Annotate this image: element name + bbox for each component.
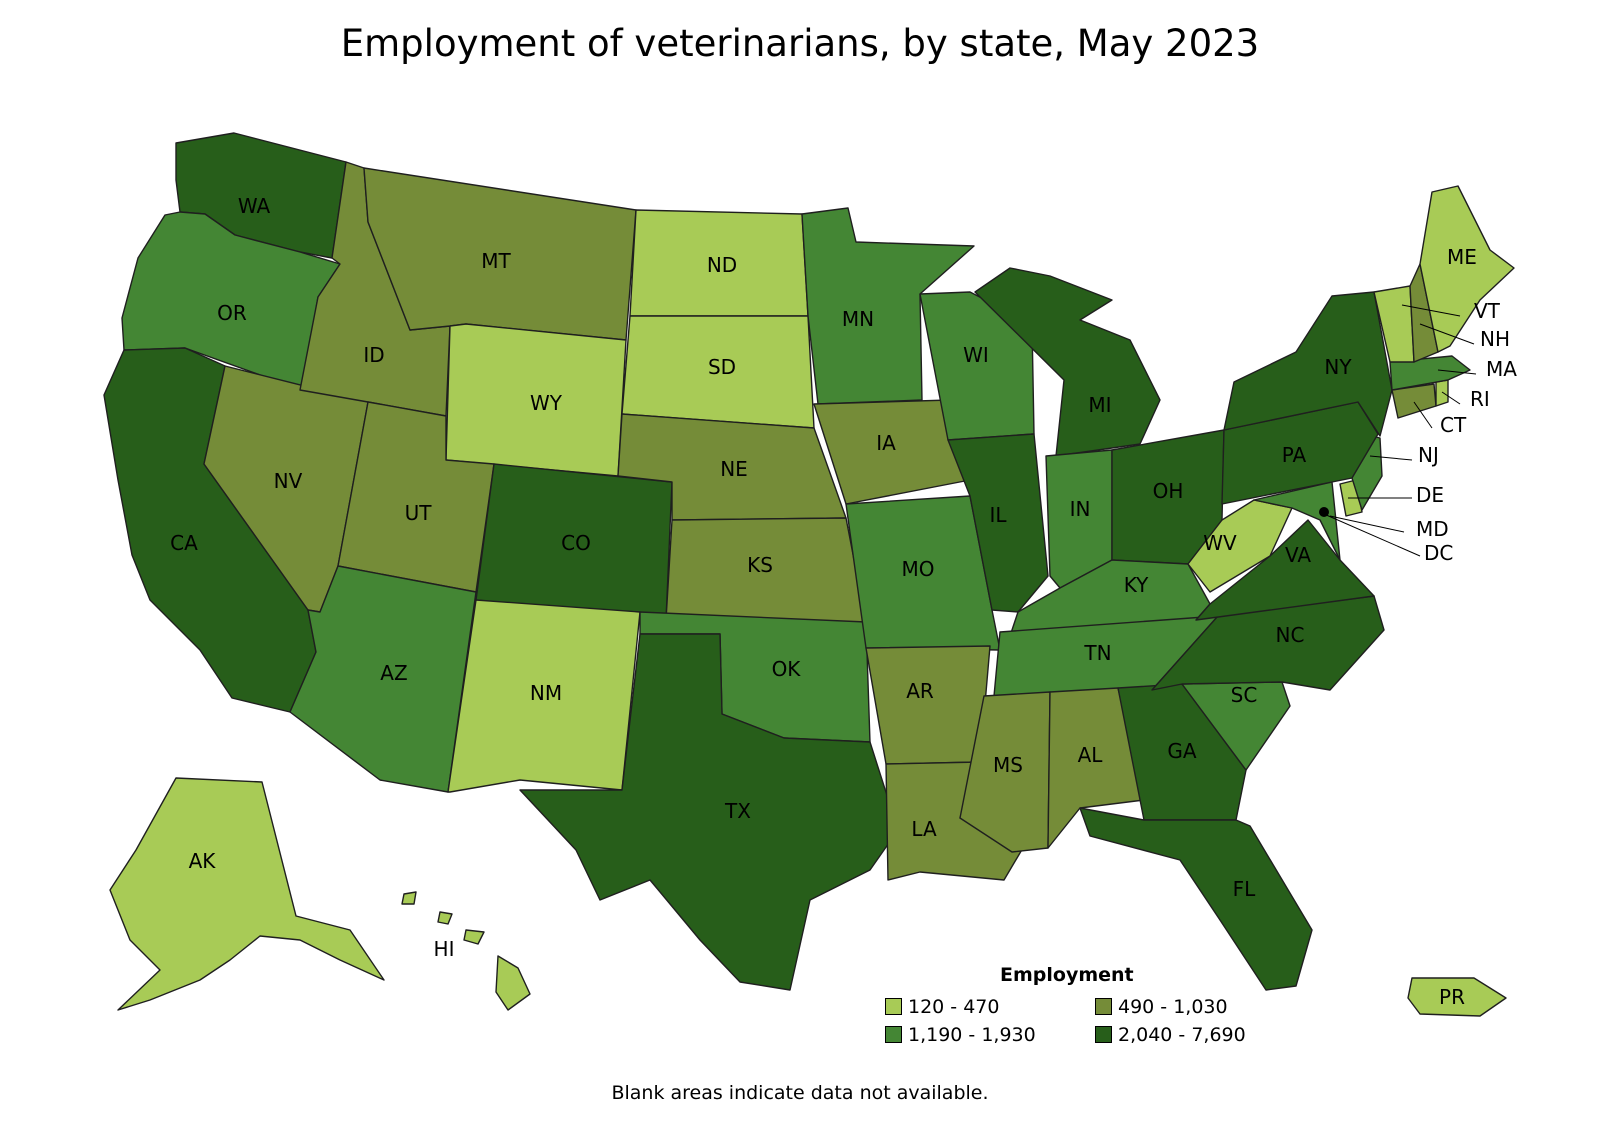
- label-TX: TX: [724, 799, 751, 823]
- label-CT: CT: [1440, 413, 1467, 437]
- state-AR[interactable]: [865, 645, 991, 765]
- state-ME[interactable]: [1419, 185, 1515, 353]
- label-ME: ME: [1447, 245, 1477, 269]
- label-WA: WA: [238, 194, 271, 218]
- label-NC: NC: [1276, 623, 1305, 647]
- label-leader-lines: [1323, 304, 1477, 557]
- state-MI[interactable]: [974, 267, 1161, 457]
- label-LA: LA: [911, 817, 937, 841]
- label-ND: ND: [707, 253, 737, 277]
- state-RI[interactable]: [1435, 379, 1449, 407]
- label-WI: WI: [963, 343, 989, 367]
- label-AL: AL: [1078, 743, 1104, 767]
- label-OK: OK: [772, 657, 802, 681]
- label-PR: PR: [1439, 985, 1465, 1009]
- label-NM: NM: [530, 681, 562, 705]
- label-MS: MS: [993, 753, 1023, 777]
- legend-item-3: 1,190 - 1,930: [885, 1024, 1036, 1050]
- label-HI: HI: [434, 937, 455, 961]
- label-NH: NH: [1480, 327, 1510, 351]
- label-AZ: AZ: [380, 661, 407, 685]
- label-PA: PA: [1282, 443, 1307, 467]
- legend-label-1: 120 - 470: [908, 996, 1000, 1018]
- state-WI[interactable]: [919, 291, 1035, 441]
- label-GA: GA: [1167, 739, 1196, 763]
- state-HI[interactable]: [401, 891, 531, 1011]
- state-TX[interactable]: [519, 633, 899, 991]
- state-MA[interactable]: [1389, 355, 1471, 391]
- label-KS: KS: [747, 553, 773, 577]
- label-UT: UT: [405, 501, 433, 525]
- label-MD: MD: [1416, 517, 1449, 541]
- label-AK: AK: [189, 849, 217, 873]
- label-DC: DC: [1424, 541, 1453, 565]
- label-IA: IA: [876, 431, 896, 455]
- state-FL[interactable]: [1079, 807, 1313, 991]
- label-CA: CA: [170, 531, 198, 555]
- state-VA[interactable]: [1195, 519, 1375, 621]
- legend-label-4: 2,040 - 7,690: [1118, 1024, 1246, 1046]
- label-NJ: NJ: [1418, 443, 1439, 467]
- state-PR[interactable]: [1407, 977, 1507, 1017]
- label-MA: MA: [1486, 357, 1517, 381]
- label-AR: AR: [906, 679, 934, 703]
- label-KY: KY: [1124, 573, 1149, 597]
- label-MT: MT: [481, 249, 511, 273]
- label-NV: NV: [274, 469, 303, 493]
- label-DE: DE: [1416, 483, 1444, 507]
- label-WV: WV: [1203, 531, 1237, 555]
- label-IL: IL: [989, 503, 1007, 527]
- label-IN: IN: [1070, 497, 1091, 521]
- label-CO: CO: [561, 531, 591, 555]
- map-title: Employment of veterinarians, by state, M…: [340, 22, 1260, 65]
- legend-item-4: 2,040 - 7,690: [1095, 1024, 1246, 1050]
- label-NY: NY: [1324, 355, 1352, 379]
- label-ID: ID: [363, 343, 384, 367]
- legend-item-2: 490 - 1,030: [1095, 996, 1228, 1022]
- state-AL[interactable]: [1047, 687, 1145, 849]
- legend-swatch-3: [885, 1025, 902, 1043]
- state-MS[interactable]: [959, 691, 1051, 853]
- footnote: Blank areas indicate data not available.: [611, 1082, 989, 1104]
- label-SD: SD: [708, 355, 736, 379]
- dc-marker: [1319, 507, 1329, 517]
- label-VT: VT: [1474, 299, 1501, 323]
- legend-label-3: 1,190 - 1,930: [908, 1024, 1036, 1046]
- label-FL: FL: [1233, 877, 1257, 901]
- state-AZ[interactable]: [289, 565, 477, 793]
- legend-swatch-2: [1095, 997, 1112, 1015]
- label-MO: MO: [902, 557, 935, 581]
- label-TN: TN: [1083, 641, 1111, 665]
- legend-item-1: 120 - 470: [885, 996, 999, 1022]
- label-NE: NE: [720, 457, 748, 481]
- legend-swatch-4: [1095, 1025, 1112, 1043]
- label-WY: WY: [530, 391, 563, 415]
- state-MO[interactable]: [845, 495, 1001, 651]
- legend-swatch-1: [885, 997, 902, 1015]
- label-RI: RI: [1470, 387, 1490, 411]
- legend-title: Employment: [1000, 964, 1134, 986]
- label-MI: MI: [1088, 393, 1111, 417]
- label-OR: OR: [217, 301, 247, 325]
- label-OH: OH: [1153, 479, 1184, 503]
- label-VA: VA: [1285, 543, 1311, 567]
- label-SC: SC: [1231, 683, 1258, 707]
- state-AK[interactable]: [109, 777, 385, 1011]
- legend-label-2: 490 - 1,030: [1118, 996, 1228, 1018]
- label-MN: MN: [842, 307, 874, 331]
